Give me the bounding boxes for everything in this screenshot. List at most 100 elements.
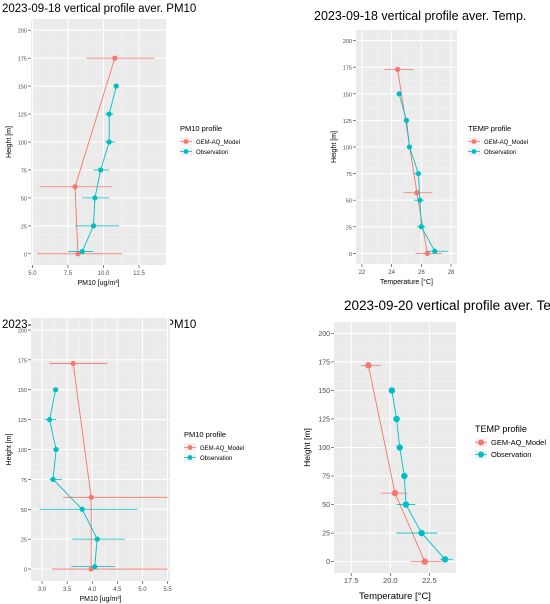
x-tick-label: 22 (359, 270, 366, 276)
data-point (94, 536, 100, 542)
y-tick-label: 50 (21, 508, 27, 514)
y-tick-label: 100 (318, 445, 330, 452)
x-tick-label: 3.5 (63, 587, 72, 593)
y-tick-label: 175 (318, 359, 330, 366)
legend: TEMP profile GEM-AQ_Model Observation (475, 424, 546, 459)
y-tick-label: 100 (343, 146, 352, 152)
y-tick-label: 75 (21, 478, 27, 484)
y-tick-label: 175 (18, 358, 27, 364)
series-model (360, 362, 442, 565)
data-point (53, 446, 59, 453)
data-point (92, 564, 98, 570)
legend-key-point (471, 149, 477, 154)
chart-1: 2023-09-18 vertical profile aver. PM10 0 2… (2, 3, 240, 287)
legend-key-point (183, 149, 189, 154)
y-tick-label: 25 (21, 224, 27, 230)
y-tick-label: 100 (18, 448, 27, 454)
data-point (441, 556, 449, 563)
x-tick-label: 12.5 (133, 271, 145, 277)
y-tick-label: 125 (18, 113, 27, 119)
data-point (92, 195, 98, 201)
y-tick-label: 175 (343, 66, 352, 72)
y-tick-label: 25 (21, 538, 27, 544)
y-axis-title: Height [m] (302, 428, 312, 467)
chart-title: 2023-09-18 vertical profile aver. Temp. (314, 9, 526, 23)
x-tick-label: 22.5 (422, 576, 437, 585)
data-point (365, 362, 372, 369)
series-observation (396, 91, 449, 254)
series-observation (67, 83, 120, 255)
y-tick-label: 0 (24, 568, 27, 574)
x-axis-title: PM10 [ug/m³] (79, 596, 121, 603)
y-tick-label: 150 (318, 388, 330, 395)
data-point (52, 387, 59, 393)
legend: PM10 profile GEM-AQ_Model Observation (184, 430, 244, 462)
y-tick-label: 150 (343, 92, 352, 98)
data-point (406, 144, 413, 150)
data-point (403, 117, 410, 124)
x-axis-title: PM10 [ug/m³] (77, 280, 119, 287)
series-model (49, 360, 168, 572)
legend-entry-label: GEM-AQ_Model (200, 446, 244, 452)
data-point (88, 494, 94, 500)
data-point (417, 197, 423, 203)
data-point (415, 170, 421, 177)
legend-title: TEMP profile (475, 424, 527, 434)
data-point (414, 190, 420, 196)
x-tick-label: 10.0 (98, 271, 110, 277)
y-tick-label: 25 (322, 531, 330, 538)
y-tick-label: 50 (322, 502, 330, 509)
y-tick-label: 125 (343, 119, 352, 125)
x-axis-title: Temperature [°C] (359, 591, 431, 602)
y-tick-label: 200 (318, 331, 330, 338)
chart-title: 2023-09-20 vertical profile aver. Temp. (344, 298, 550, 313)
series-model (36, 55, 155, 257)
data-point (112, 55, 118, 61)
chart-2: 2023-09-18 vertical profile aver. Temp. 0… (314, 9, 528, 286)
data-point (46, 417, 53, 423)
data-point (421, 558, 428, 565)
data-point (98, 167, 104, 173)
y-tick-label: 0 (24, 252, 27, 258)
x-axis-title: Temperature [°C] (380, 278, 433, 286)
chart-4: 2023-09-20 vertical profile aver. Temp. 0… (302, 298, 550, 602)
data-point (106, 111, 112, 117)
data-point (424, 250, 430, 256)
x-tick-label: 5.5 (163, 587, 172, 593)
data-point (394, 66, 401, 72)
y-tick-label: 200 (343, 39, 352, 45)
y-tick-label: 150 (18, 85, 27, 91)
legend-key-point (471, 139, 477, 144)
legend-key-point (478, 451, 484, 458)
x-tick-label: 7.5 (64, 271, 73, 277)
data-point (75, 251, 81, 257)
legend-key-point (187, 455, 193, 460)
data-point (388, 387, 396, 394)
y-tick-label: 25 (346, 225, 352, 231)
y-tick-label: 125 (318, 416, 330, 423)
legend-key-point (478, 439, 484, 446)
y-tick-label: 175 (18, 57, 27, 63)
x-tick-label: 24 (388, 270, 395, 276)
y-tick-label: 50 (346, 199, 352, 205)
y-tick-label: 150 (18, 388, 27, 394)
y-tick-label: 50 (21, 196, 27, 202)
data-point (432, 248, 438, 254)
x-tick-label: 5.0 (28, 271, 37, 277)
data-point (113, 83, 119, 89)
series-observation (39, 387, 138, 570)
y-tick-label: 75 (21, 168, 27, 174)
data-point (393, 415, 400, 423)
y-tick-label: 0 (349, 252, 352, 258)
chart-title: 2023-09-18 vertical profile aver. PM10 (2, 3, 196, 15)
legend-entry-label: Observation (491, 450, 531, 459)
data-point (418, 529, 425, 537)
data-point (396, 444, 403, 451)
x-tick-label: 3.0 (38, 587, 47, 593)
data-point (90, 223, 97, 229)
legend-title: PM10 profile (184, 430, 226, 439)
legend-entry-label: Observation (200, 456, 232, 462)
data-point (79, 248, 85, 255)
data-point (401, 472, 408, 480)
